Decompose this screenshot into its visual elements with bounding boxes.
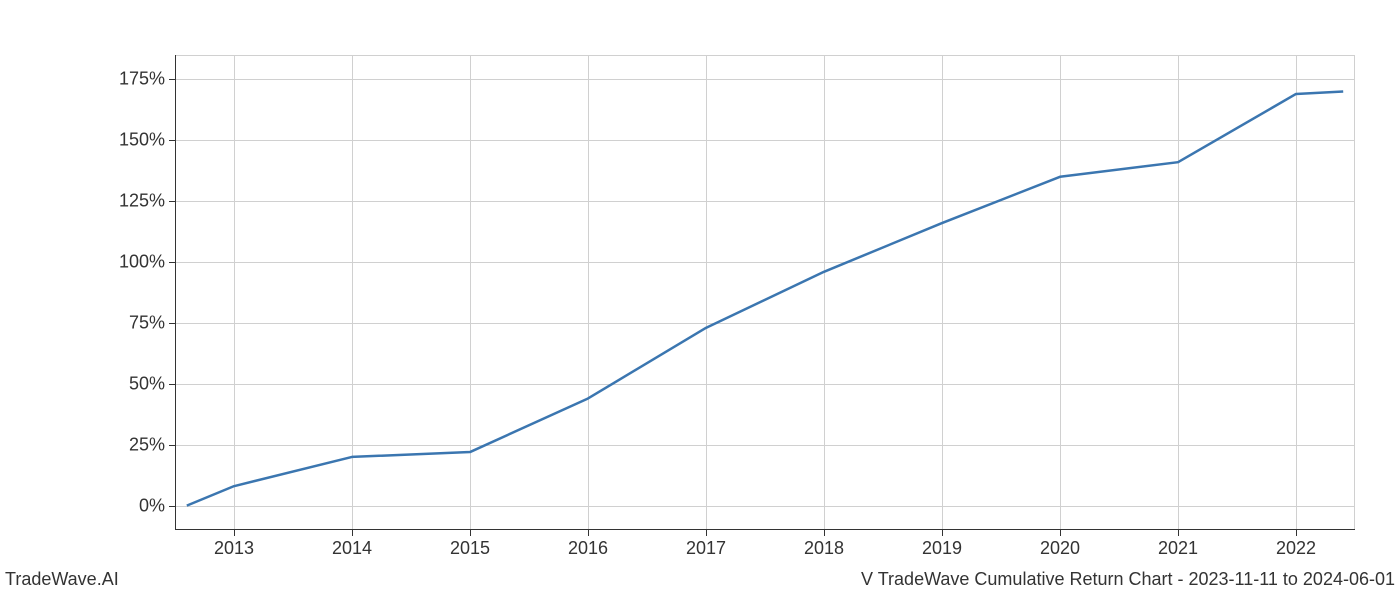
x-tick-label: 2019 xyxy=(922,538,962,559)
footer-left-text: TradeWave.AI xyxy=(5,569,119,590)
y-tick-label: 0% xyxy=(139,495,165,516)
footer-right-text: V TradeWave Cumulative Return Chart - 20… xyxy=(861,569,1395,590)
x-tick-label: 2018 xyxy=(804,538,844,559)
x-tick-mark xyxy=(1296,530,1297,536)
y-tick-label: 100% xyxy=(119,252,165,273)
y-tick-label: 75% xyxy=(129,312,165,333)
x-tick-mark xyxy=(1060,530,1061,536)
x-tick-mark xyxy=(706,530,707,536)
y-tick-label: 150% xyxy=(119,130,165,151)
x-tick-label: 2013 xyxy=(214,538,254,559)
x-tick-label: 2020 xyxy=(1040,538,1080,559)
x-tick-label: 2015 xyxy=(450,538,490,559)
y-tick-label: 175% xyxy=(119,69,165,90)
x-tick-mark xyxy=(1178,530,1179,536)
chart-plot-area xyxy=(175,55,1355,530)
x-tick-mark xyxy=(588,530,589,536)
x-tick-mark xyxy=(824,530,825,536)
y-tick-label: 125% xyxy=(119,191,165,212)
x-tick-label: 2017 xyxy=(686,538,726,559)
x-tick-mark xyxy=(352,530,353,536)
x-tick-label: 2022 xyxy=(1276,538,1316,559)
x-tick-label: 2016 xyxy=(568,538,608,559)
x-tick-label: 2014 xyxy=(332,538,372,559)
y-tick-label: 50% xyxy=(129,373,165,394)
y-tick-label: 25% xyxy=(129,434,165,455)
x-tick-label: 2021 xyxy=(1158,538,1198,559)
x-tick-mark xyxy=(942,530,943,536)
line-series xyxy=(175,55,1355,530)
x-tick-mark xyxy=(470,530,471,536)
return-line xyxy=(187,92,1343,506)
x-tick-mark xyxy=(234,530,235,536)
